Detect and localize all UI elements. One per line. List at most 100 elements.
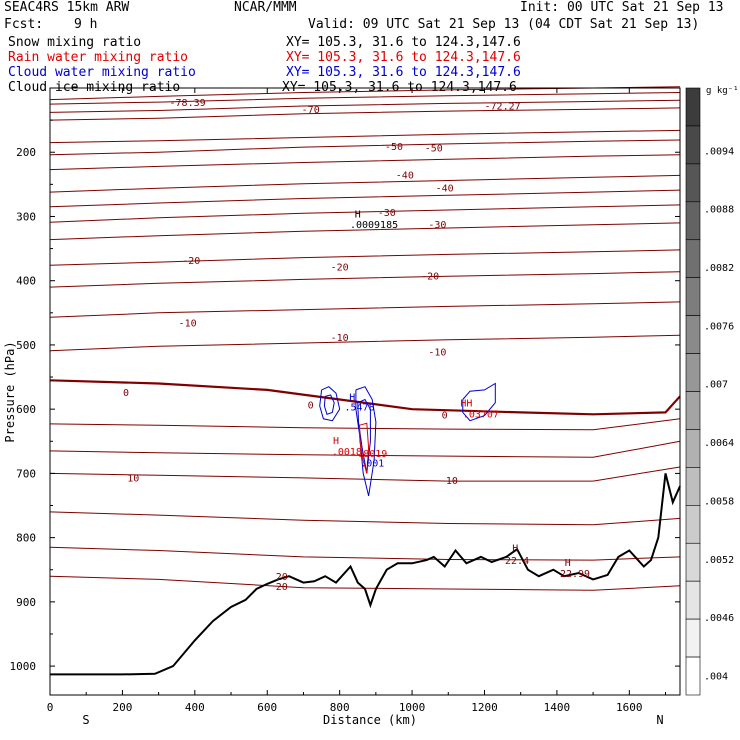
- cloud-water-contour: [323, 394, 335, 415]
- temperature-contour: [49, 271, 681, 288]
- y-tick-label: 800: [16, 532, 36, 545]
- colorbar-swatch: [685, 542, 701, 582]
- colorbar-swatch: [685, 277, 701, 316]
- colorbar-swatch: [685, 580, 701, 620]
- x-end-label-north: N: [656, 713, 663, 727]
- y-tick-label: 400: [16, 275, 36, 288]
- contour-label: -70: [302, 105, 320, 116]
- contour-label: 0: [442, 410, 448, 421]
- extremum-label: H: [565, 558, 571, 569]
- contour-label: -20: [331, 263, 349, 274]
- x-tick-label: 1200: [471, 701, 498, 714]
- colorbar-label: .0094: [704, 146, 734, 157]
- field-cloudwater: Cloud water mixing ratio: [8, 65, 196, 80]
- field-snow: Snow mixing ratio: [8, 35, 142, 50]
- contour-label: 10: [446, 476, 458, 487]
- colorbar-swatch: [685, 656, 701, 696]
- temperature-contour: [49, 129, 681, 144]
- colorbar-label: .0058: [704, 496, 734, 507]
- y-tick-label: 300: [16, 210, 36, 223]
- colorbar-swatch: [685, 467, 701, 506]
- valid-time: Valid: 09 UTC Sat 21 Sep 13 (04 CDT Sat …: [308, 17, 700, 32]
- colorbar-label: .0076: [704, 321, 734, 332]
- temperature-contour: [49, 189, 681, 208]
- temperature-contour: [49, 440, 681, 458]
- contour-label: 20: [276, 572, 288, 583]
- x-tick-label: 800: [330, 701, 350, 714]
- extremum-label: HH: [460, 399, 472, 410]
- cloud-water-contour: [357, 398, 371, 474]
- colorbar-swatch: [685, 125, 701, 165]
- plot-content: -78.39 -72.27 -70 -50 -50 -40 -40 -30 -30 -20 -20 -…: [49, 86, 681, 676]
- field-cloudwater-xy: XY= 105.3, 31.6 to 124.3,147.6: [286, 65, 521, 80]
- cloud-water-contour: [319, 386, 341, 422]
- fcst-value: 9 h: [74, 17, 98, 32]
- colorbar: .0094 .0088 .0082 .0076 .007 .0064 .0058 .0052.…: [685, 87, 734, 696]
- x-tick-label: 0: [47, 701, 54, 714]
- x-axis-label: Distance (km): [323, 713, 417, 727]
- colorbar-swatch: [685, 315, 701, 354]
- colorbar-swatch: [685, 429, 701, 468]
- y-tick-label: 500: [16, 339, 36, 352]
- temperature-contour: [49, 174, 681, 193]
- x-tick-label: 200: [112, 701, 132, 714]
- contour-label: 10: [127, 473, 139, 484]
- temperature-contour: [49, 107, 681, 121]
- colorbar-swatch: [685, 618, 701, 658]
- colorbar-swatch: [685, 239, 701, 278]
- x-tick-label: 1400: [544, 701, 571, 714]
- contour-label: -20: [182, 256, 200, 267]
- temperature-contour: [49, 139, 681, 156]
- y-tick-label: 700: [16, 467, 36, 480]
- contour-label: -20: [421, 272, 439, 283]
- model-title: SEAC4RS 15km ARW: [4, 0, 130, 15]
- temperature-contour: [49, 511, 681, 526]
- colorbar-swatch: [685, 353, 701, 392]
- contour-label: -30: [378, 208, 396, 219]
- extremum-label: .0018: [332, 447, 362, 458]
- colorbar-label: .0082: [704, 263, 734, 274]
- extremum-label: .5478: [345, 403, 375, 414]
- y-tick-label: 900: [16, 596, 36, 609]
- plot-frame: [49, 87, 681, 696]
- fcst-label: Fcst:: [4, 17, 44, 32]
- temperature-contour: [49, 546, 681, 561]
- colorbar-label: .0064: [704, 438, 734, 449]
- contour-label: 20: [276, 582, 288, 593]
- temperature-contour: [49, 466, 681, 482]
- colorbar-swatch: [685, 391, 701, 430]
- init-time: Init: 00 UTC Sat 21 Sep 13: [520, 0, 724, 15]
- x-tick-label: 1600: [616, 701, 643, 714]
- terrain-line: [50, 473, 681, 676]
- colorbar-swatch: [685, 201, 701, 241]
- contour-label: -30: [428, 220, 446, 231]
- extremum-label: 22.4: [505, 556, 529, 567]
- contour-label: -78.39: [170, 98, 206, 109]
- contour-label: 0: [308, 401, 314, 412]
- extremum-label: .03707: [463, 410, 499, 421]
- contour-label: -10: [331, 333, 349, 344]
- colorbar-label: .004: [704, 672, 728, 683]
- extremum-label: .8019: [357, 449, 387, 460]
- extremum-label: .0009185: [350, 220, 398, 231]
- temperature-contour: [49, 99, 681, 113]
- extremum-label: H: [333, 436, 339, 447]
- temperature-contour: [49, 92, 681, 105]
- contour-label: -50: [385, 142, 403, 153]
- x-tick-label: 400: [185, 701, 205, 714]
- contour-label: -10: [428, 347, 446, 358]
- x-end-label-south: S: [82, 713, 89, 727]
- colorbar-label: .0052: [704, 555, 734, 566]
- extremum-label: .001: [360, 458, 384, 469]
- colorbar-label: .007: [704, 380, 728, 391]
- rain-water-contour: [359, 422, 370, 474]
- y-axis-label: Pressure (hPa): [3, 341, 17, 442]
- colorbar-swatch: [685, 87, 701, 127]
- colorbar-swatch: [685, 505, 701, 544]
- extremum-label: 22.99: [560, 569, 590, 580]
- temperature-contour: [49, 334, 681, 352]
- contour-label: -10: [179, 318, 197, 329]
- x-tick-label: 600: [257, 701, 277, 714]
